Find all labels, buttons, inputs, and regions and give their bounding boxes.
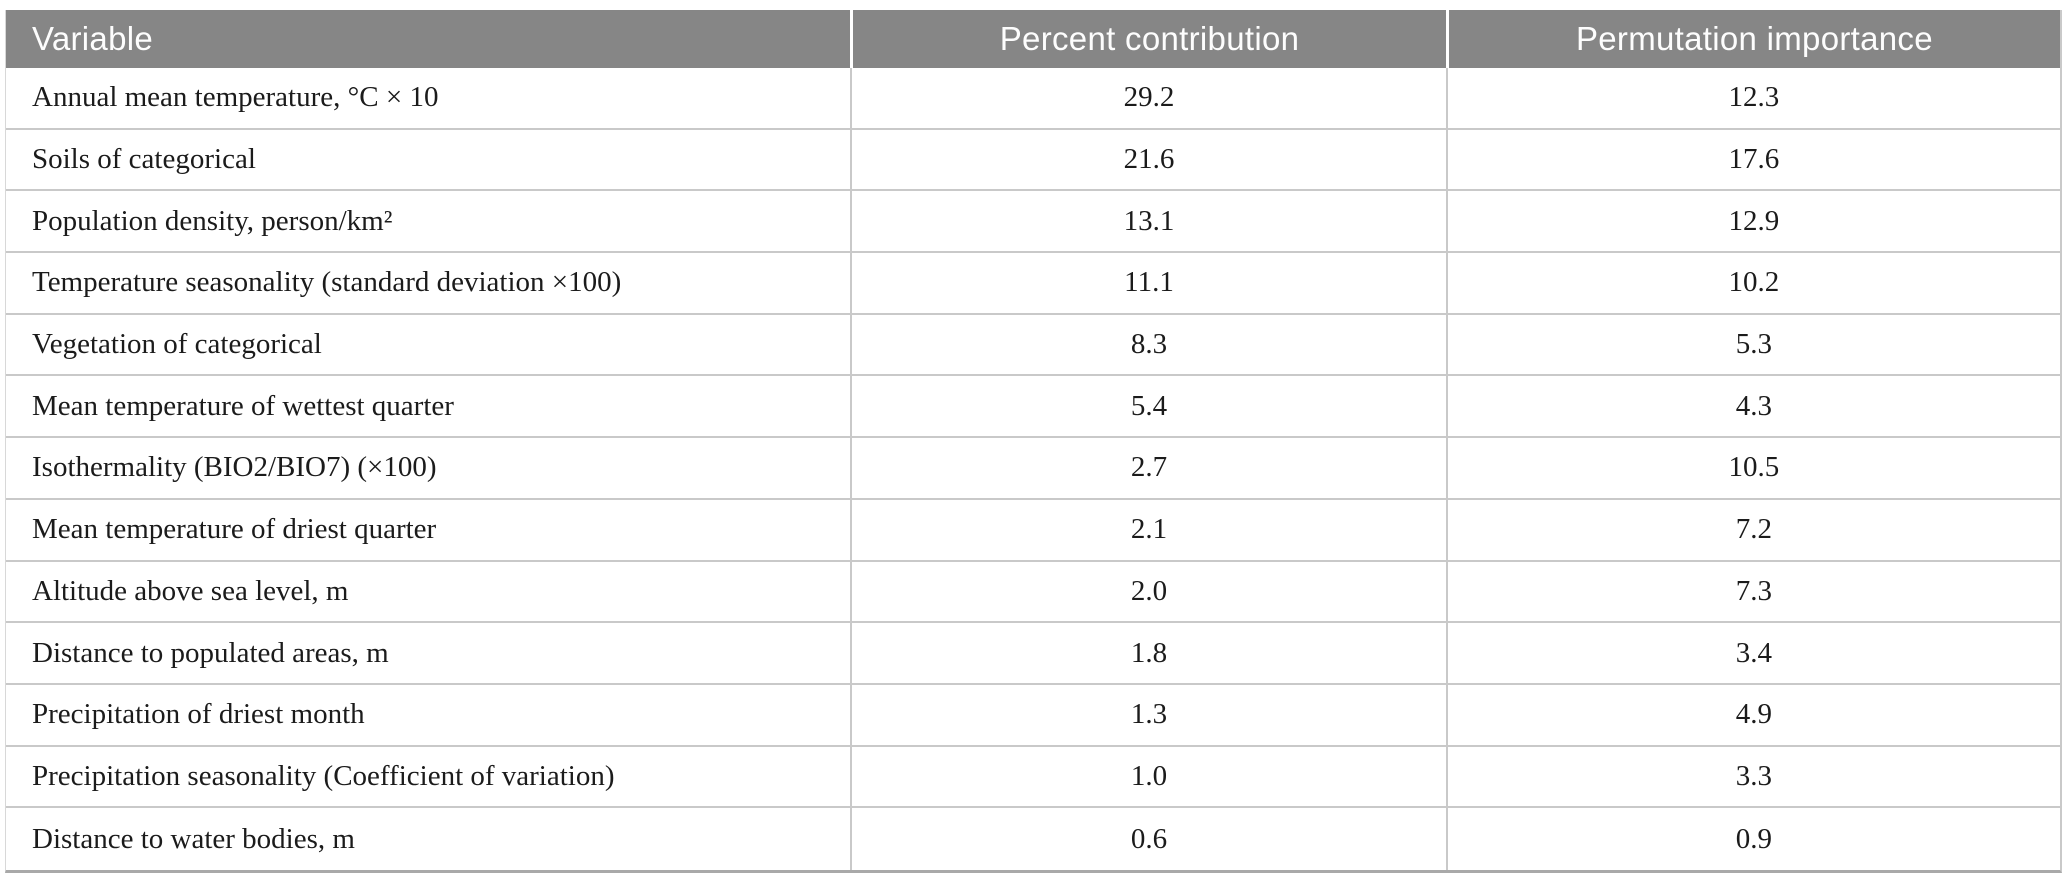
variable-importance-table: Variable Percent contribution Permutatio… — [5, 10, 2062, 873]
table-row: Distance to water bodies, m 0.6 0.9 — [6, 808, 2060, 870]
table-row: Precipitation of driest month 1.3 4.9 — [6, 684, 2060, 747]
percent-contribution-cell: 2.7 — [850, 438, 1446, 498]
percent-contribution-cell: 1.3 — [850, 684, 1446, 745]
table-row: Distance to populated areas, m 1.8 3.4 — [6, 623, 2060, 685]
table-row: Altitude above sea level, m 2.0 7.3 — [6, 561, 2060, 624]
permutation-importance-cell: 5.3 — [1445, 314, 2060, 375]
permutation-importance-cell: 10.2 — [1445, 253, 2060, 313]
table-header-row: Variable Percent contribution Permutatio… — [6, 10, 2060, 68]
percent-contribution-cell: 11.1 — [850, 253, 1446, 313]
variable-cell: Altitude above sea level, m — [32, 574, 349, 607]
percent-contribution-cell: 2.1 — [850, 499, 1446, 560]
permutation-importance-cell: 7.2 — [1445, 499, 2060, 560]
column-header-variable: Variable — [32, 20, 154, 57]
table-row: Isothermality (BIO2/BIO7) (×100) 2.7 10.… — [6, 438, 2060, 500]
percent-contribution-cell: 1.0 — [850, 746, 1446, 807]
table-row: Population density, person/km² 13.1 12.9 — [6, 191, 2060, 254]
percent-contribution-cell: 5.4 — [850, 376, 1446, 437]
variable-cell: Temperature seasonality (standard deviat… — [32, 266, 622, 299]
table-row: Temperature seasonality (standard deviat… — [6, 253, 2060, 315]
permutation-importance-cell: 0.9 — [1445, 808, 2060, 870]
column-header-percent-contribution: Percent contribution — [850, 10, 1446, 68]
variable-cell: Isothermality (BIO2/BIO7) (×100) — [32, 451, 437, 484]
percent-contribution-cell: 29.2 — [850, 68, 1446, 128]
table-row: Soils of categorical 21.6 17.6 — [6, 129, 2060, 192]
permutation-importance-cell: 10.5 — [1445, 438, 2060, 498]
variable-cell: Precipitation of driest month — [32, 698, 365, 731]
table-row: Annual mean temperature, °C × 10 29.2 12… — [6, 68, 2060, 130]
permutation-importance-cell: 12.3 — [1445, 68, 2060, 128]
variable-cell: Annual mean temperature, °C × 10 — [32, 81, 439, 114]
permutation-importance-cell: 17.6 — [1445, 129, 2060, 190]
variable-cell: Vegetation of categorical — [32, 328, 322, 361]
variable-cell: Distance to water bodies, m — [32, 822, 355, 855]
variable-cell: Precipitation seasonality (Coefficient o… — [32, 759, 615, 792]
table-row: Precipitation seasonality (Coefficient o… — [6, 746, 2060, 809]
permutation-importance-cell: 12.9 — [1445, 191, 2060, 252]
column-header-permutation-importance: Permutation importance — [1445, 10, 2060, 68]
percent-contribution-cell: 0.6 — [850, 808, 1446, 870]
permutation-importance-cell: 7.3 — [1445, 561, 2060, 622]
permutation-importance-cell: 3.3 — [1445, 746, 2060, 807]
variable-cell: Mean temperature of wettest quarter — [32, 389, 454, 422]
permutation-importance-cell: 4.3 — [1445, 376, 2060, 437]
table-row: Mean temperature of driest quarter 2.1 7… — [6, 499, 2060, 562]
table-row: Mean temperature of wettest quarter 5.4 … — [6, 376, 2060, 439]
variable-cell: Mean temperature of driest quarter — [32, 513, 437, 546]
percent-contribution-cell: 13.1 — [850, 191, 1446, 252]
variable-cell: Soils of categorical — [32, 143, 256, 176]
percent-contribution-cell: 8.3 — [850, 314, 1446, 375]
variable-cell: Population density, person/km² — [32, 204, 393, 237]
permutation-importance-cell: 3.4 — [1445, 623, 2060, 683]
variable-cell: Distance to populated areas, m — [32, 636, 389, 669]
percent-contribution-cell: 1.8 — [850, 623, 1446, 683]
permutation-importance-cell: 4.9 — [1445, 684, 2060, 745]
table-row: Vegetation of categorical 8.3 5.3 — [6, 314, 2060, 377]
percent-contribution-cell: 2.0 — [850, 561, 1446, 622]
percent-contribution-cell: 21.6 — [850, 129, 1446, 190]
